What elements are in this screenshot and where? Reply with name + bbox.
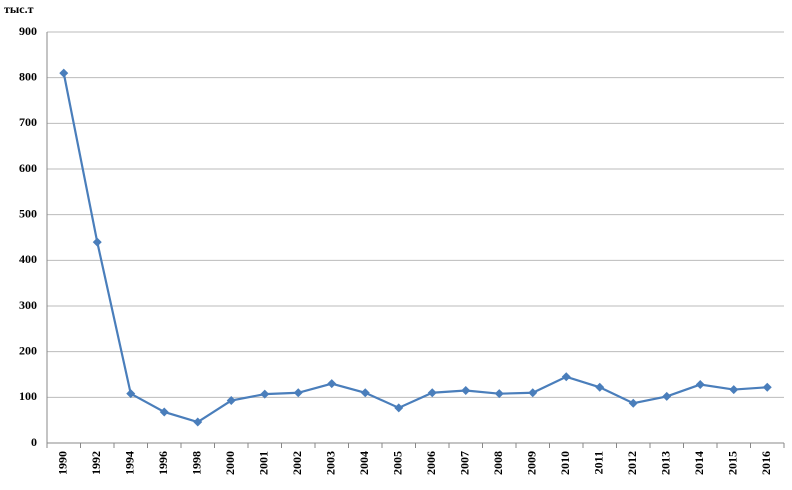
line	[62, 72, 768, 424]
x-tick-label: 1996	[156, 451, 170, 475]
x-tick-label: 1994	[123, 451, 137, 475]
x-tick-label: 2001	[257, 451, 271, 475]
marker	[92, 237, 102, 247]
x-tick-label: 2005	[391, 451, 405, 475]
marker	[595, 382, 605, 392]
marker	[528, 388, 538, 398]
marker	[762, 382, 772, 392]
x-tick-label: 2015	[726, 451, 740, 475]
marker	[461, 385, 471, 395]
x-tick-label: 2000	[223, 451, 237, 475]
marker	[226, 396, 236, 406]
y-unit: тыс.т	[4, 2, 34, 16]
y-tick-label: 300	[19, 298, 37, 312]
x-tick-label: 2016	[759, 451, 773, 475]
marker	[360, 388, 370, 398]
y-tick-label: 500	[19, 206, 37, 220]
x-tick-label: 1992	[89, 451, 103, 475]
x-tick-label: 2011	[592, 451, 606, 474]
x-tick-label: 2003	[324, 451, 338, 475]
y-tick-label: 700	[19, 115, 37, 129]
marker	[193, 417, 203, 427]
marker	[628, 398, 638, 408]
marker	[394, 403, 404, 413]
marker	[427, 388, 437, 398]
x-tick-label: 2004	[357, 451, 371, 475]
x-tick-label: 2002	[290, 451, 304, 475]
y-tick-label: 600	[19, 161, 37, 175]
y-tick-label: 900	[19, 24, 37, 38]
y-tick-label: 0	[31, 435, 37, 449]
marker	[695, 380, 705, 390]
y-tick-label: 800	[19, 69, 37, 83]
x-tick-label: 2009	[525, 451, 539, 475]
x-tick-label: 1998	[190, 451, 204, 475]
marker	[293, 388, 303, 398]
marker	[126, 389, 136, 399]
marker	[662, 391, 672, 401]
marker	[494, 389, 504, 399]
x-tick-label: 2010	[558, 451, 572, 475]
marker	[159, 407, 169, 417]
x-tick-label: 2006	[424, 451, 438, 475]
x-tick-label: 1990	[56, 451, 70, 475]
y-tick-label: 100	[19, 389, 37, 403]
marker	[327, 379, 337, 389]
marker	[729, 385, 739, 395]
x-tick-label: 2014	[692, 451, 706, 475]
marker	[260, 389, 270, 399]
x-tick-label: 2013	[659, 451, 673, 475]
y-tick-label: 200	[19, 343, 37, 357]
marker	[561, 372, 571, 382]
x-tick-label: 2012	[625, 451, 639, 475]
y-tick-label: 400	[19, 252, 37, 266]
x-tick-label: 2008	[491, 451, 505, 475]
marker	[59, 68, 69, 78]
x-tick-label: 2007	[458, 451, 472, 475]
